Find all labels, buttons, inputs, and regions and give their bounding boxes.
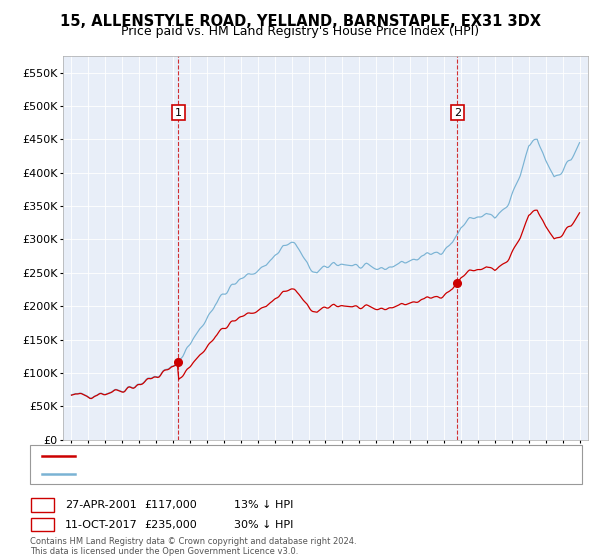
Text: Price paid vs. HM Land Registry's House Price Index (HPI): Price paid vs. HM Land Registry's House …: [121, 25, 479, 38]
Text: 2: 2: [39, 520, 46, 530]
Text: £235,000: £235,000: [144, 520, 197, 530]
Text: £117,000: £117,000: [144, 500, 197, 510]
Text: 15, ALLENSTYLE ROAD, YELLAND, BARNSTAPLE, EX31 3DX (detached house): 15, ALLENSTYLE ROAD, YELLAND, BARNSTAPLE…: [84, 451, 466, 461]
Text: 13% ↓ HPI: 13% ↓ HPI: [234, 500, 293, 510]
Text: 15, ALLENSTYLE ROAD, YELLAND, BARNSTAPLE, EX31 3DX: 15, ALLENSTYLE ROAD, YELLAND, BARNSTAPLE…: [59, 14, 541, 29]
Text: This data is licensed under the Open Government Licence v3.0.: This data is licensed under the Open Gov…: [30, 547, 298, 556]
Text: 1: 1: [175, 108, 182, 118]
Text: 30% ↓ HPI: 30% ↓ HPI: [234, 520, 293, 530]
Text: HPI: Average price, detached house, North Devon: HPI: Average price, detached house, Nort…: [84, 469, 331, 479]
Text: Contains HM Land Registry data © Crown copyright and database right 2024.: Contains HM Land Registry data © Crown c…: [30, 537, 356, 546]
Text: 11-OCT-2017: 11-OCT-2017: [65, 520, 137, 530]
Text: 2: 2: [454, 108, 461, 118]
Text: 27-APR-2001: 27-APR-2001: [65, 500, 137, 510]
Text: 1: 1: [39, 500, 46, 510]
